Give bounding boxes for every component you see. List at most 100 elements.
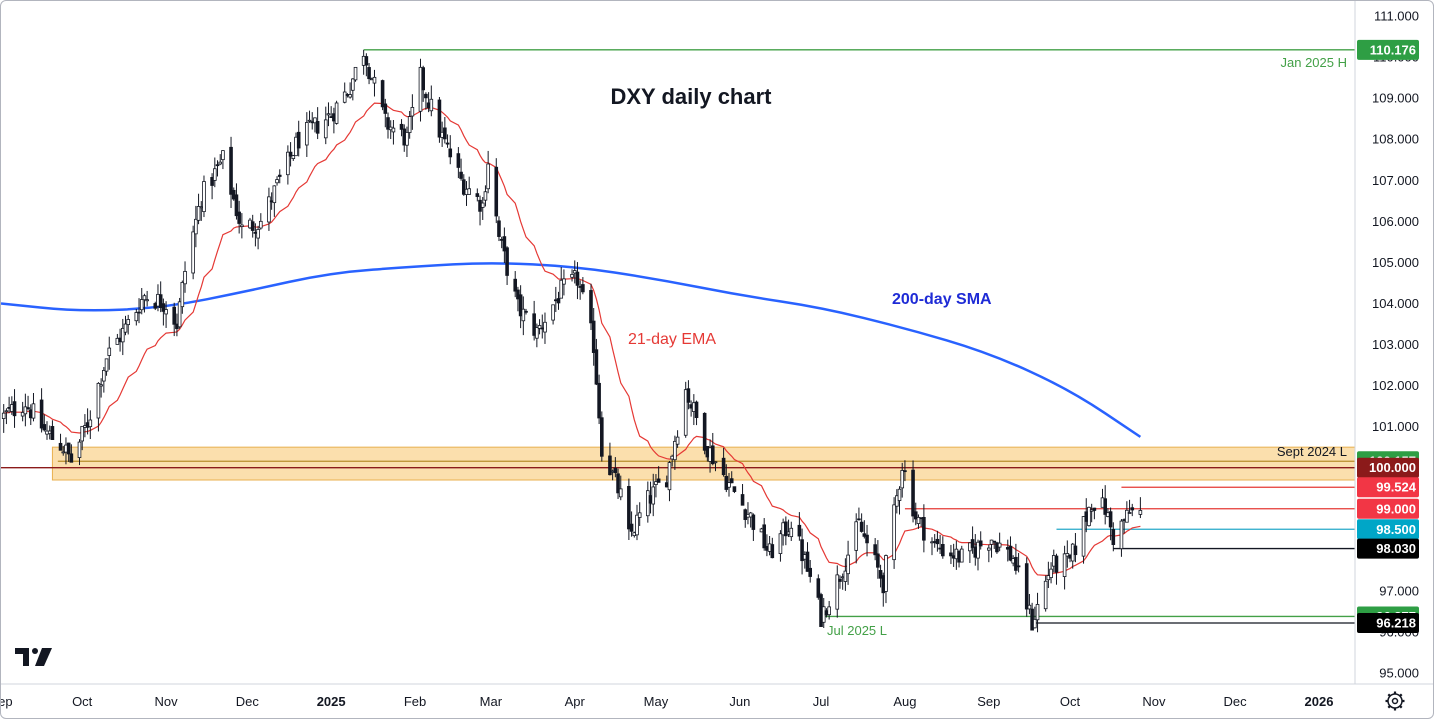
- price-tick-label: 106.000: [1372, 214, 1419, 229]
- candle-body: [729, 478, 734, 484]
- price-tag[interactable]: [1357, 39, 1419, 60]
- chart-annotation: 200-day SMA: [892, 291, 992, 308]
- candle-body: [616, 473, 620, 494]
- candle-body: [916, 516, 921, 524]
- time-tick-label: Jul: [813, 694, 830, 709]
- candle-body: [237, 211, 241, 224]
- candle-body: [142, 295, 147, 301]
- candle-body: [1073, 545, 1078, 556]
- candle-body: [1014, 556, 1018, 571]
- candle-body: [683, 389, 688, 436]
- candle-body: [88, 419, 93, 428]
- support-zone: [51, 446, 1356, 481]
- candle-body: [1033, 618, 1037, 629]
- candle-body: [215, 164, 220, 167]
- candle-body: [710, 445, 715, 465]
- candle-body: [808, 567, 813, 577]
- candle-body: [556, 298, 561, 304]
- candle-body: [221, 150, 225, 161]
- candle-body: [497, 220, 501, 237]
- candle-body: [58, 442, 63, 451]
- candle-body: [326, 113, 331, 116]
- candle-body: [997, 542, 1002, 548]
- candle-body: [913, 511, 918, 520]
- candle-body: [456, 153, 461, 168]
- candle-body: [613, 467, 618, 474]
- price-tag-label: 99.000: [1376, 501, 1416, 516]
- candle-body: [959, 548, 964, 563]
- candle-body: [1043, 580, 1048, 610]
- price-tag-label: 98.500: [1376, 522, 1416, 537]
- time-tick-label: Nov: [1142, 694, 1166, 709]
- candle-body: [762, 524, 766, 549]
- candle-body: [367, 67, 371, 80]
- candle-body: [686, 388, 691, 403]
- candle-body: [505, 247, 509, 276]
- candle-body: [202, 181, 206, 213]
- candle-body: [727, 482, 731, 488]
- candle-body: [575, 271, 580, 286]
- candle-body: [183, 271, 187, 285]
- candle-body: [589, 290, 593, 324]
- candle-body: [137, 311, 141, 314]
- price-tag-label: 100.000: [1369, 460, 1416, 475]
- candle-body: [405, 132, 409, 146]
- price-tag[interactable]: [1357, 538, 1419, 559]
- gear-icon[interactable]: [1385, 691, 1405, 711]
- candle-body: [77, 441, 82, 458]
- time-tick-label: Mar: [480, 694, 503, 709]
- candle-body: [618, 488, 623, 498]
- tradingview-logo[interactable]: [15, 648, 52, 666]
- candle-body: [651, 486, 656, 505]
- candle-body: [277, 174, 282, 177]
- candle-body: [467, 188, 472, 195]
- candle-body: [1138, 510, 1143, 515]
- price-tag[interactable]: [1357, 519, 1419, 540]
- time-tick-label: 2026: [1305, 694, 1334, 709]
- time-tick-label: Dec: [1224, 694, 1248, 709]
- candle-body: [1065, 553, 1070, 557]
- time-tick-label: Oct: [1060, 694, 1081, 709]
- candle-body: [229, 146, 233, 195]
- time-tick-label: Feb: [404, 694, 426, 709]
- candle-body: [348, 94, 352, 98]
- candle-body: [459, 171, 463, 179]
- candle-body: [859, 521, 864, 532]
- candle-body: [305, 122, 309, 146]
- candle-body: [876, 553, 880, 568]
- price-tag-label: 96.218: [1376, 615, 1416, 630]
- candle-body: [291, 155, 296, 160]
- candle-body: [1027, 604, 1032, 610]
- candle-body: [518, 294, 523, 317]
- candle-body: [429, 98, 434, 112]
- candle-body: [31, 403, 36, 419]
- candle-body: [740, 494, 745, 506]
- price-tag[interactable]: [1357, 477, 1419, 498]
- candle-body: [892, 504, 896, 561]
- candle-body: [789, 527, 794, 538]
- candle-body: [1108, 511, 1113, 528]
- time-tick-label: Oct: [72, 694, 93, 709]
- candle-body: [629, 523, 634, 532]
- sma-200-line: [1, 262, 1142, 438]
- candle-body: [177, 301, 182, 328]
- price-tag[interactable]: [1357, 612, 1419, 633]
- time-tick-label: Nov: [155, 694, 179, 709]
- candle-body: [386, 117, 390, 130]
- time-tick-label: 2025: [317, 694, 346, 709]
- price-tag[interactable]: [1357, 457, 1419, 478]
- candle-body: [351, 78, 355, 91]
- candle-body: [857, 518, 861, 521]
- price-tag[interactable]: [1357, 498, 1419, 519]
- price-tag-label: 98.030: [1376, 541, 1416, 556]
- candle-body: [286, 151, 290, 176]
- candle-body: [591, 320, 596, 353]
- candle-body: [42, 424, 47, 431]
- candle-body: [323, 119, 328, 139]
- candle-body: [296, 131, 301, 149]
- candle-body: [50, 426, 55, 440]
- candle-body: [949, 552, 953, 557]
- candle-body: [213, 168, 217, 181]
- candle-body: [1087, 506, 1091, 527]
